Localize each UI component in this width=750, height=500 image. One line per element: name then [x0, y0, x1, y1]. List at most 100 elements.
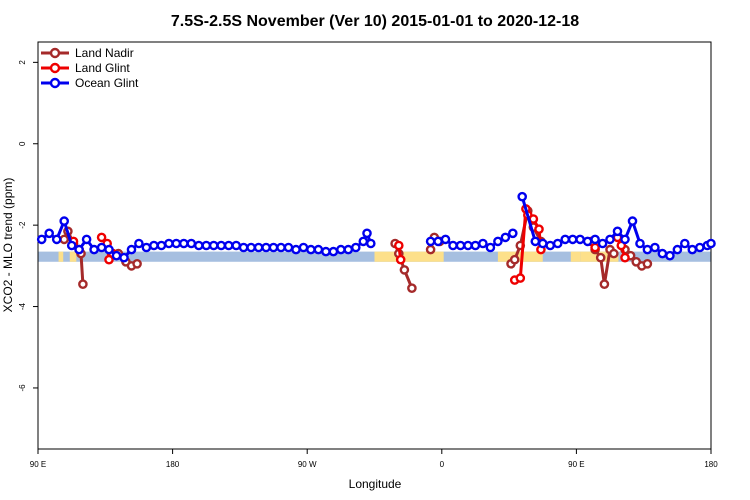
ocean-glint-point [635, 238, 645, 249]
ocean-glint-point [193, 240, 204, 251]
ocean-glint-point [208, 240, 219, 251]
ocean-glint-point [463, 240, 473, 251]
ocean-glint-point [126, 244, 137, 255]
y-axis: -6 -4 -2 0 2 [18, 60, 38, 392]
land-nadir-point [609, 248, 619, 259]
ocean-glint-point [612, 226, 623, 237]
series-layer [36, 191, 716, 294]
legend-marker [49, 47, 61, 59]
land-glint-point [534, 224, 544, 234]
ocean-glint-point [238, 242, 249, 253]
ocean-glint-point [223, 240, 234, 251]
ocean-glint-point [687, 244, 698, 255]
ocean-glint-point [216, 240, 226, 251]
ocean-glint-point [680, 238, 690, 249]
ocean-glint-point [164, 238, 174, 249]
ocean-glint-point [567, 234, 578, 245]
ocean-glint-point [268, 242, 279, 253]
ocean-glint-point [545, 240, 556, 251]
land-glint-point [620, 252, 630, 263]
ocean-glint-point [672, 244, 683, 255]
ocean-glint-point [298, 242, 309, 253]
x-tick-label: 180 [704, 460, 718, 469]
ocean-glint-point [560, 234, 571, 245]
land-glint-point [515, 273, 526, 283]
ocean-glint-point [530, 236, 541, 247]
land-nadir-point [399, 265, 410, 275]
ocean-glint-point [104, 244, 114, 255]
land-nadir-point [509, 254, 520, 265]
ocean-glint-point [500, 232, 511, 243]
ocean-glint-point [74, 244, 84, 255]
ocean-glint-point [231, 240, 241, 251]
ocean-glint-point [81, 234, 92, 245]
ocean-glint-point [478, 238, 488, 249]
land-glint-point [395, 254, 406, 265]
ocean-glint-point [575, 234, 585, 245]
ocean-glint-point [358, 236, 369, 247]
ocean-glint-point [171, 238, 182, 249]
ocean-glint-point [253, 242, 264, 253]
ocean-glint-point [276, 242, 286, 253]
ocean-glint-point [343, 244, 354, 255]
land-band [69, 251, 77, 262]
land-nadir-point [425, 244, 436, 255]
ocean-glint-point [261, 242, 271, 253]
y-tick-label: -2 [18, 221, 27, 229]
ocean-glint-point [156, 240, 167, 251]
land-band [58, 251, 64, 262]
land-glint-point [393, 240, 404, 251]
legend-item-ocean-glint: Ocean Glint [41, 76, 139, 90]
ocean-glint-point [552, 238, 563, 249]
x-tick-label: 180 [166, 460, 180, 469]
ocean-glint-point [448, 240, 458, 251]
land-glint-point [590, 242, 600, 253]
ocean-glint-point [44, 228, 55, 239]
y-tick-label: -6 [18, 384, 27, 392]
x-tick-label: 0 [440, 460, 445, 469]
ocean-glint-point [246, 242, 256, 253]
ocean-glint-point [455, 240, 466, 251]
ocean-glint-point [517, 191, 528, 202]
land-nadir-point [407, 283, 417, 294]
land-band [497, 251, 543, 262]
ocean-glint-point [119, 252, 129, 263]
ocean-glint-point [306, 244, 316, 255]
ocean-glint-point [605, 234, 615, 245]
ocean-glint-point [706, 238, 716, 249]
legend-item-land-glint: Land Glint [41, 61, 130, 75]
ocean-glint-point [66, 240, 77, 251]
land-nadir-point [132, 258, 142, 269]
ocean-glint-point [507, 228, 518, 239]
chart-title: 7.5S-2.5S November (Ver 10) 2015-01-01 t… [171, 13, 579, 30]
ocean-glint-point [620, 234, 630, 245]
ocean-glint-point [178, 238, 189, 249]
legend-label: Land Glint [75, 61, 130, 75]
ocean-glint-point [362, 228, 372, 239]
ocean-glint-point [141, 242, 152, 253]
ocean-glint-point [657, 248, 668, 259]
ocean-glint-point [111, 250, 122, 261]
ocean-glint-point [51, 234, 62, 245]
y-tick-label: 2 [18, 60, 27, 65]
ocean-glint-point [59, 216, 69, 226]
x-axis: 90 E 180 90 W 0 90 E 180 [30, 449, 718, 469]
legend-marker [49, 77, 61, 89]
y-axis-label: XCO2 - MLO trend (ppm) [1, 178, 15, 313]
x-tick-label: 90 E [30, 460, 46, 469]
y-tick-label: -4 [18, 302, 27, 310]
ocean-glint-point [283, 242, 294, 253]
ocean-glint-point [470, 240, 481, 251]
ocean-glint-point [695, 242, 705, 253]
legend-item-land-nadir: Land Nadir [41, 46, 134, 60]
ocean-glint-point [493, 236, 503, 247]
ocean-glint-point [134, 238, 144, 249]
land-nadir-point [599, 279, 610, 290]
ocean-glint-point [36, 234, 47, 245]
ocean-glint-point [627, 216, 638, 226]
ocean-glint-point [665, 250, 675, 261]
land-band [570, 251, 581, 262]
land-nadir-point [78, 279, 88, 290]
